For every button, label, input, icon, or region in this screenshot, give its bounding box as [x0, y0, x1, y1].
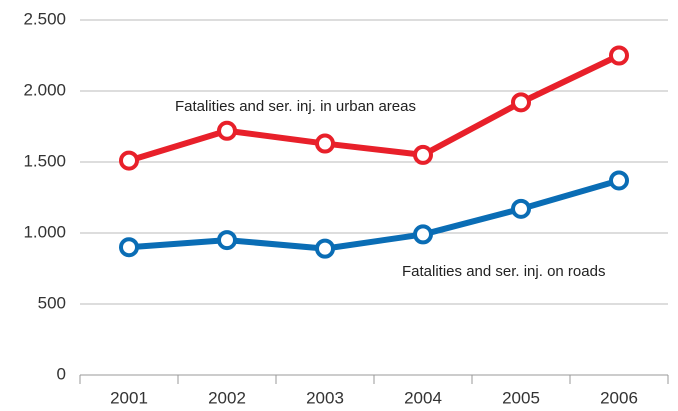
data-point	[217, 120, 237, 141]
x-tick-label: 2001	[110, 388, 148, 407]
data-point	[511, 198, 531, 219]
data-point	[413, 224, 433, 245]
y-tick-label: 1.500	[23, 151, 66, 170]
y-tick-label: 2.500	[23, 9, 66, 28]
x-tick-label: 2006	[600, 388, 638, 407]
data-point	[217, 230, 237, 251]
y-tick-label: 0	[57, 364, 66, 383]
y-tick-label: 2.000	[23, 80, 66, 99]
series-line	[128, 52, 621, 164]
data-point	[413, 144, 433, 165]
x-tick-label: 2002	[208, 388, 246, 407]
y-tick-label: 500	[38, 293, 66, 312]
data-point	[511, 92, 531, 113]
data-point	[119, 150, 139, 171]
x-tick-label: 2004	[404, 388, 442, 407]
data-point	[119, 237, 139, 258]
data-point	[609, 45, 629, 66]
data-point	[609, 170, 629, 191]
data-point	[315, 238, 335, 259]
y-tick-label: 1.000	[23, 222, 66, 241]
data-point	[315, 133, 335, 154]
x-tick-label: 2003	[306, 388, 344, 407]
series-label: Fatalities and ser. inj. on roads	[402, 263, 605, 280]
x-tick-label: 2005	[502, 388, 540, 407]
series-line	[128, 177, 620, 252]
series-label: Fatalities and ser. inj. in urban areas	[175, 98, 416, 115]
